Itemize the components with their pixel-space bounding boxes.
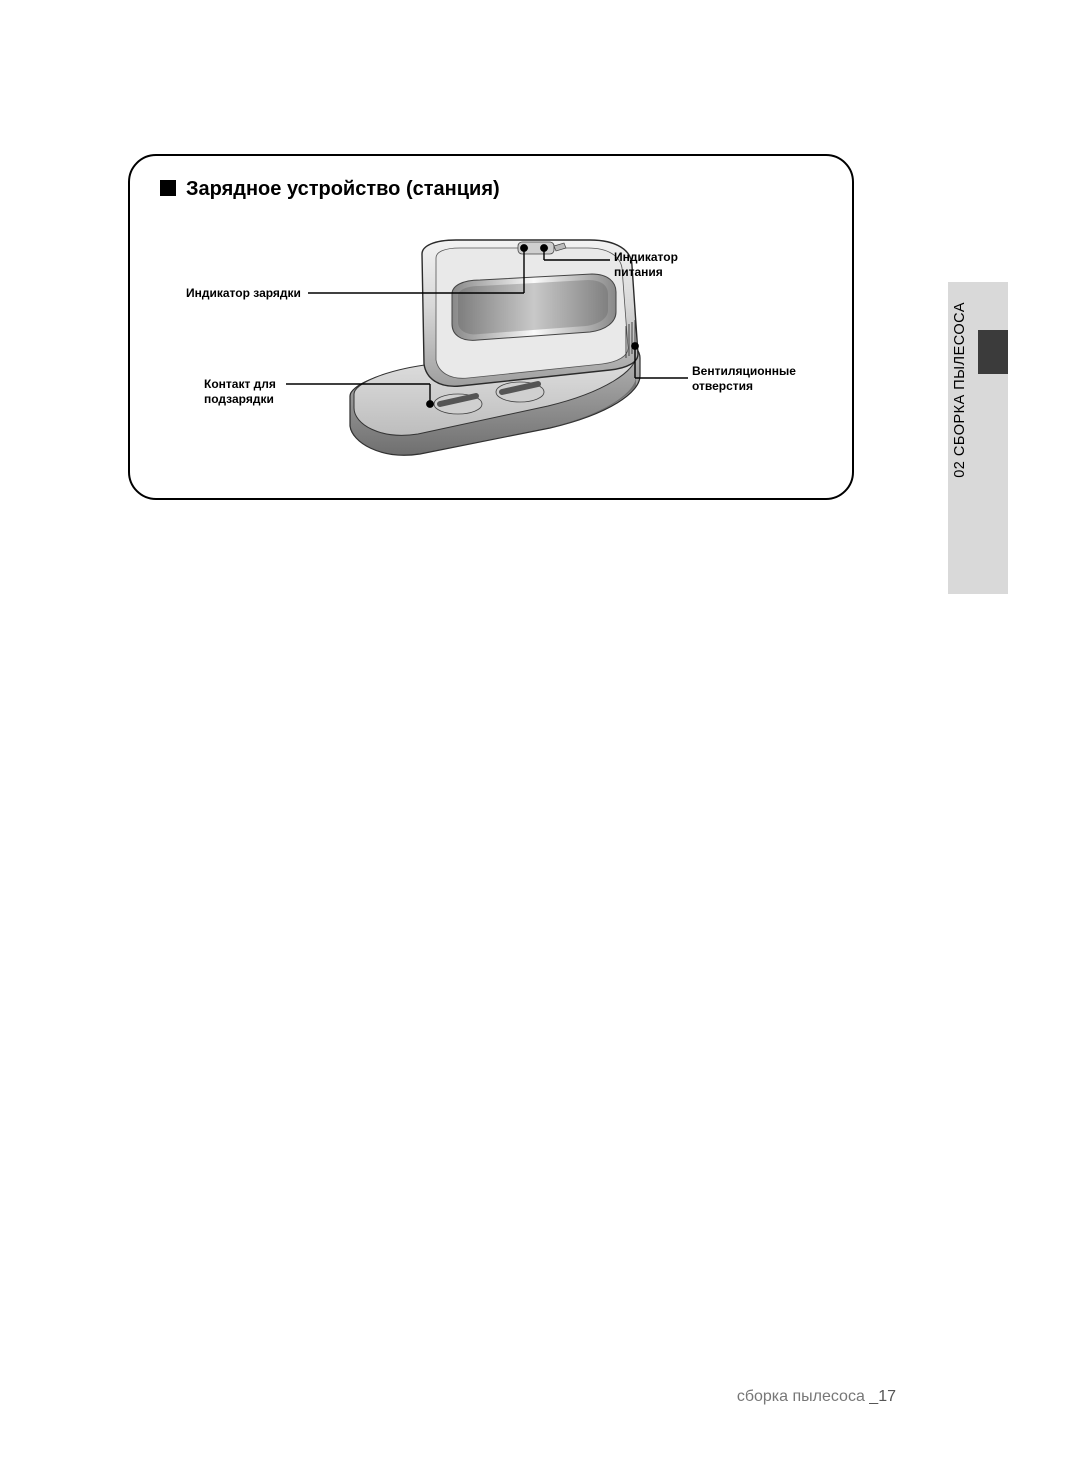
dock-illustration [340, 236, 650, 466]
side-tab-marker [978, 330, 1008, 374]
diagram-frame: Зарядное устройство (станция) [128, 154, 854, 500]
callout-power-indicator-l1: Индикатор [614, 250, 678, 264]
bullet-icon [160, 180, 176, 196]
footer-label: сборка пылесоса [737, 1388, 865, 1405]
side-tab-label: 02 СБОРКА ПЫЛЕСОСА [952, 302, 968, 478]
callout-vent: Вентиляционные отверстия [692, 364, 796, 394]
section-title: Зарядное устройство (станция) [160, 178, 500, 201]
callout-charge-contact: Контакт для подзарядки [204, 377, 276, 407]
section-title-text: Зарядное устройство (станция) [186, 178, 500, 200]
callout-charge-contact-l1: Контакт для [204, 377, 276, 391]
callout-charge-contact-l2: подзарядки [204, 392, 274, 406]
callout-vent-l2: отверстия [692, 379, 753, 393]
callout-power-indicator-l2: питания [614, 265, 663, 279]
callout-power-indicator: Индикатор питания [614, 250, 678, 280]
page: 02 СБОРКА ПЫЛЕСОСА Зарядное устройство (… [0, 0, 1080, 1472]
callout-charge-indicator: Индикатор зарядки [186, 286, 301, 301]
side-tab: 02 СБОРКА ПЫЛЕСОСА [948, 282, 978, 594]
callout-vent-l1: Вентиляционные [692, 364, 796, 378]
footer-page-number: _17 [869, 1388, 896, 1405]
page-footer: сборка пылесоса _17 [737, 1388, 896, 1406]
